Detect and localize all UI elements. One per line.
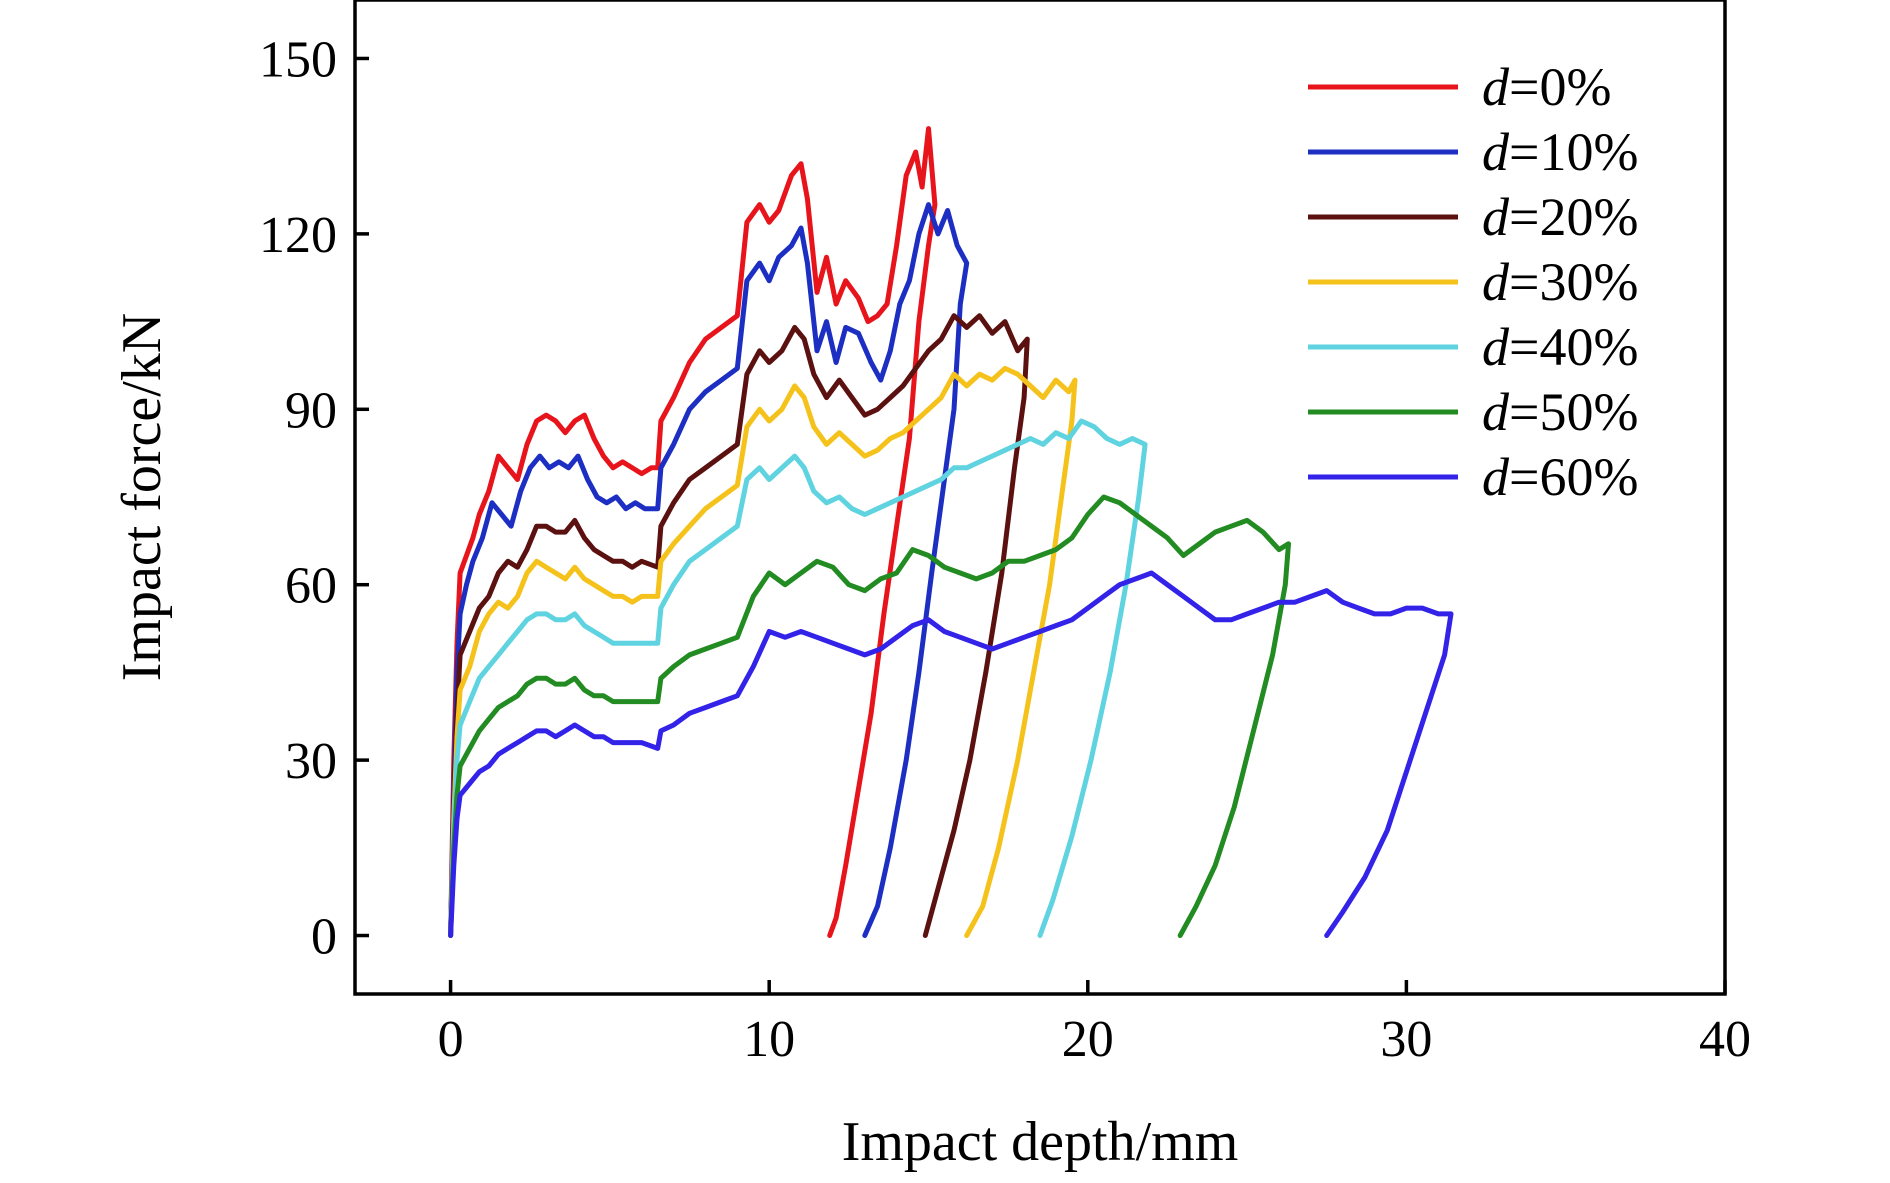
series-line-0 <box>448 126 938 938</box>
y-tick-label-1: 30 <box>285 733 337 790</box>
series-line-4 <box>448 418 1148 938</box>
x-tick-label-4: 40 <box>1699 1011 1751 1068</box>
legend-label-5: d=50% <box>1482 382 1638 442</box>
legend-label-0: d=0% <box>1482 57 1611 117</box>
legend-label-3: d=30% <box>1482 252 1638 312</box>
y-tick-label-5: 150 <box>259 31 337 88</box>
legend-label-2: d=20% <box>1482 187 1638 247</box>
series-line-5 <box>448 494 1291 938</box>
y-tick-label-2: 60 <box>285 558 337 615</box>
y-tick-label-3: 90 <box>285 382 337 439</box>
ticks-group <box>355 56 1727 994</box>
y-tick-label-4: 120 <box>259 207 337 264</box>
legend-label-6: d=60% <box>1482 447 1638 507</box>
series-line-6 <box>448 570 1454 938</box>
y-tick-label-0: 0 <box>311 909 337 966</box>
series-line-2 <box>448 313 1030 938</box>
series-line-3 <box>448 365 1078 938</box>
legend-label-4: d=40% <box>1482 317 1638 377</box>
x-axis-label: Impact depth/mm <box>842 1111 1239 1173</box>
x-tick-label-3: 30 <box>1380 1011 1432 1068</box>
legend-label-1: d=10% <box>1482 122 1638 182</box>
x-tick-label-1: 10 <box>743 1011 795 1068</box>
series-line-1 <box>448 202 970 938</box>
plot-frame <box>353 0 1727 996</box>
tick-labels-group: 0 10 20 30 40 0 30 60 90 120 150 <box>259 31 1751 1068</box>
x-tick-label-0: 0 <box>438 1011 464 1068</box>
series-group <box>448 126 1454 938</box>
y-axis-label: Impact force/kN <box>111 313 173 681</box>
x-tick-label-2: 20 <box>1062 1011 1114 1068</box>
legend: d=0%d=10%d=20%d=30%d=40%d=50%d=60% <box>1308 57 1638 507</box>
